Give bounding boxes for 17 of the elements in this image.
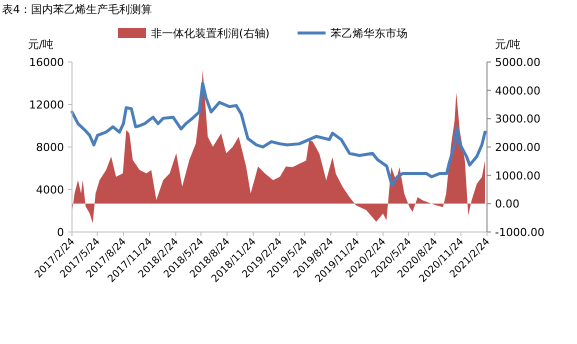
chart-title: 表4：国内苯乙烯生产毛利测算 [2,3,152,16]
y-tick-label: 0 [57,226,64,239]
y-tick-label: 16000 [29,56,64,69]
y-tick-label: 4000 [36,184,64,196]
y2-tick-label: 5000.00 [495,56,540,69]
y2-tick-label: 2000.00 [495,141,540,154]
y2-axis-title: 元/吨 [495,38,521,51]
y2-tick-label: 0.00 [495,198,520,211]
y2-tick-label: 3000.00 [495,112,540,126]
legend-label: 苯乙烯华东市场 [330,27,408,40]
y2-tick-label: 4000.00 [495,84,540,98]
y2-tick-label: -1000.00 [495,226,544,239]
y-tick-label: 12000 [29,98,64,112]
y-axis-title: 元/吨 [28,38,54,51]
y2-tick-label: 1000.00 [495,169,540,182]
y-tick-label: 8000 [36,141,64,154]
legend-label: 非一体化装置利润(右轴) [151,27,270,40]
